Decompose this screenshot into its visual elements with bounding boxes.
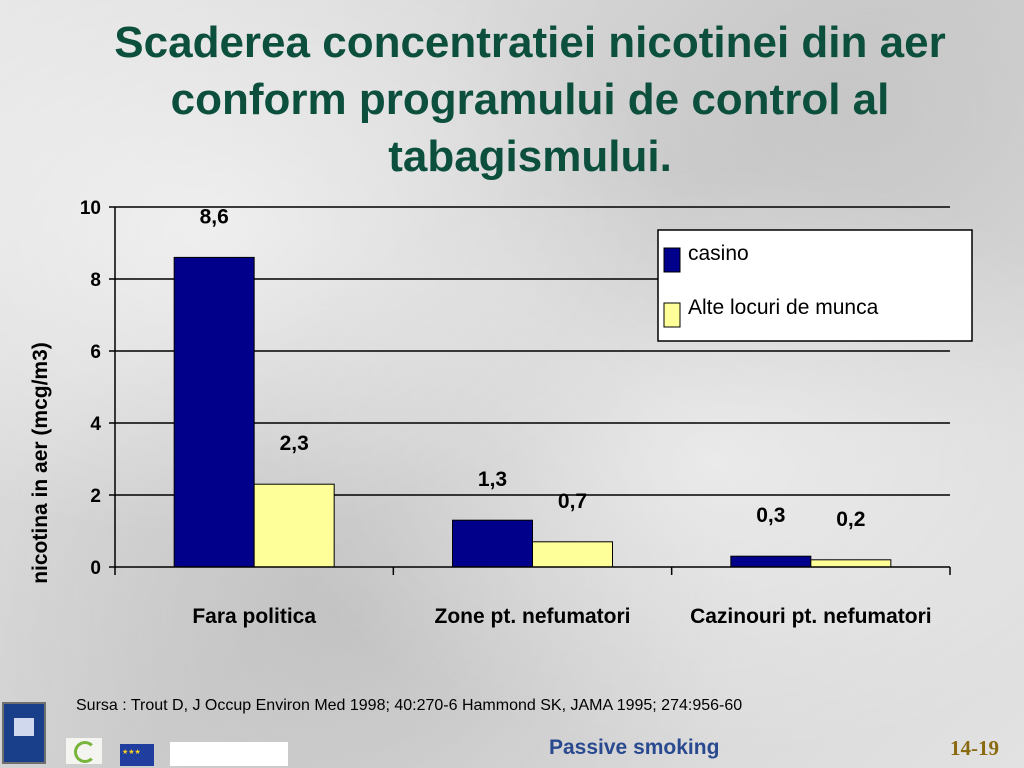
data-label: 1,3 xyxy=(478,468,507,491)
legend-swatch-alte-locuri xyxy=(663,302,681,328)
y-tick-label: 8 xyxy=(90,270,101,291)
bar-alte-locuri xyxy=(532,541,613,568)
y-tick-label: 2 xyxy=(90,486,101,507)
y-tick-label: 0 xyxy=(90,558,101,579)
bar-alte-locuri xyxy=(253,483,335,568)
data-label: 0,3 xyxy=(756,504,785,527)
x-category-label: Cazinouri pt. nefumatori xyxy=(690,605,932,628)
legend-swatch-casino xyxy=(663,247,681,273)
bar-casino xyxy=(452,519,533,568)
slide-title: Scaderea concentratiei nicotinei din aer… xyxy=(114,18,946,181)
page-number: 14-19 xyxy=(950,736,999,760)
data-labels: 8,6 1,3 0,3 2,3 0,7 0,2 xyxy=(200,205,866,530)
bar-alte-locuri xyxy=(810,559,892,568)
y-tick-label: 10 xyxy=(80,198,101,219)
bar-casino xyxy=(730,555,812,568)
y-tick-label: 6 xyxy=(90,342,101,363)
x-category-label: Zone pt. nefumatori xyxy=(435,605,631,628)
bars xyxy=(173,256,892,568)
source-citation: Sursa : Trout D, J Occup Environ Med 199… xyxy=(76,697,743,714)
hospital-building-icon xyxy=(14,718,34,736)
y-axis-label: nicotina in aer (mcg/m3) xyxy=(29,342,52,584)
green-circle-logo xyxy=(66,738,102,764)
legend-label-casino: casino xyxy=(688,242,749,265)
aphp-logo xyxy=(170,742,288,766)
bar-chart: 0 2 4 6 8 10 Fara politica Zone pt. nefumatori C… xyxy=(29,198,973,628)
eu-flag-icon xyxy=(120,744,154,766)
data-label: 2,3 xyxy=(280,432,309,455)
legend: casino Alte locuri de munca xyxy=(657,229,973,342)
data-label: 8,6 xyxy=(200,205,229,228)
data-label: 0,7 xyxy=(558,490,587,513)
smoke-free-hospital-logo xyxy=(2,702,46,764)
footer-title: Passive smoking xyxy=(549,736,720,759)
data-label: 0,2 xyxy=(836,508,865,531)
x-category-label: Fara politica xyxy=(192,605,316,628)
legend-label-alte-locuri: Alte locuri de munca xyxy=(688,296,879,319)
bar-casino xyxy=(173,256,255,568)
axes: 0 2 4 6 8 10 Fara politica Zone pt. nefumatori C… xyxy=(80,198,951,628)
legend-box xyxy=(657,229,973,342)
y-tick-label: 4 xyxy=(90,414,101,435)
